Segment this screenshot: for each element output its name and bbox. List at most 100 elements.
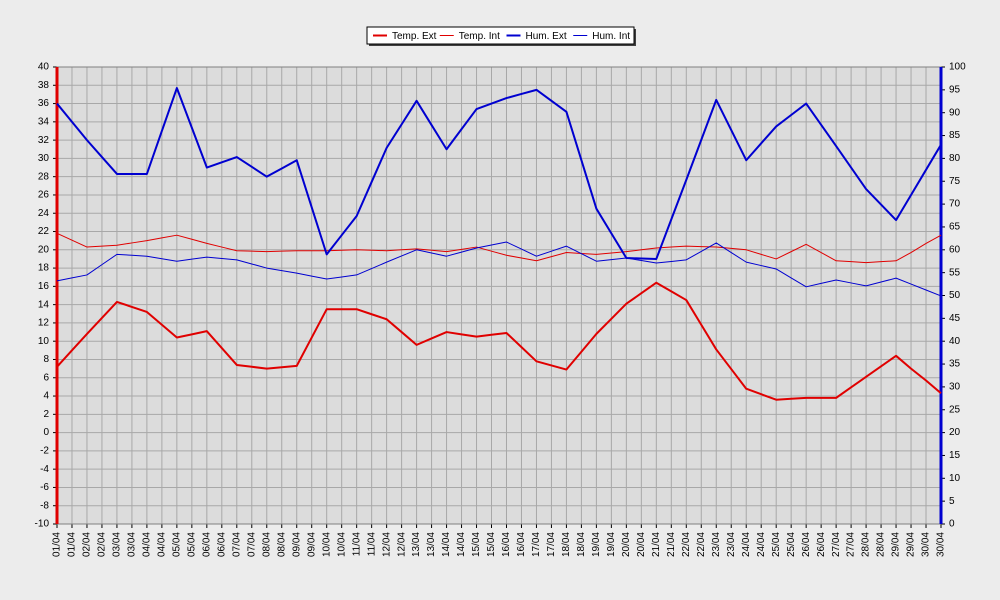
x-tick-label: 09/04 [291,532,302,557]
x-tick-label: 21/04 [666,532,677,557]
x-tick-label: 01/04 [52,532,63,557]
x-tick-label: 02/04 [82,532,93,557]
x-tick-label: 18/04 [576,532,587,557]
x-tick-label: 10/04 [336,532,347,557]
y2-tick-label: 35 [949,359,961,370]
x-tick-label: 01/04 [67,532,78,557]
y-tick-label: 32 [38,135,50,146]
x-tick-label: 26/04 [816,532,827,557]
legend-label: Temp. Int [459,31,500,42]
y2-tick-label: 60 [949,244,961,255]
y-tick-label: 40 [38,62,50,73]
y-tick-label: 4 [43,391,49,402]
y2-tick-label: 15 [949,450,961,461]
legend: Temp. Ext Temp. Int Hum. Ext Hum. Int [366,26,636,46]
x-tick-label: 16/04 [516,532,527,557]
y-tick-label: 16 [38,281,50,292]
y2-tick-label: 95 [949,84,961,95]
x-tick-label: 14/04 [441,532,452,557]
x-tick-label: 15/04 [471,532,482,557]
x-tick-label: 27/04 [831,532,842,557]
y-tick-label: 36 [38,98,50,109]
x-tick-label: 08/04 [261,532,272,557]
x-tick-label: 19/04 [591,532,602,557]
x-tick-label: 25/04 [771,532,782,557]
series-line [56,281,942,401]
y2-tick-label: 5 [949,496,955,507]
x-tick-label: 24/04 [741,532,752,557]
x-tick-label: 18/04 [561,532,572,557]
x-tick-label: 26/04 [801,532,812,557]
y-tick-label: -4 [40,464,49,475]
y-tick-label: 28 [38,171,50,182]
x-tick-label: 04/04 [157,532,168,557]
y-tick-label: 20 [38,244,50,255]
y-tick-label: -10 [35,519,50,530]
x-tick-label: 30/04 [936,532,947,557]
y2-tick-label: 75 [949,176,961,187]
x-tick-label: 27/04 [846,532,857,557]
y2-tick-label: 40 [949,336,961,347]
y-tick-label: 10 [38,336,50,347]
x-tick-label: 07/04 [231,532,242,557]
y-tick-label: 2 [43,409,49,420]
x-tick-label: 16/04 [501,532,512,557]
x-tick-label: 24/04 [756,532,767,557]
y-tick-label: 26 [38,190,50,201]
series-line [56,232,942,264]
x-tick-label: 30/04 [921,532,932,557]
y-tick-label: 34 [38,116,50,127]
y2-tick-label: 55 [949,267,961,278]
series-line [56,241,942,297]
y-tick-label: 12 [38,318,50,329]
x-tick-label: 11/04 [366,532,377,557]
x-tick-label: 17/04 [546,532,557,557]
x-tick-label: 13/04 [411,532,422,557]
y2-tick-label: 80 [949,153,961,164]
x-tick-label: 28/04 [876,532,887,557]
x-tick-label: 22/04 [681,532,692,557]
y-tick-label: 6 [43,372,49,383]
x-tick-label: 28/04 [861,532,872,557]
x-tick-label: 12/04 [396,532,407,557]
x-tick-label: 29/04 [906,532,917,557]
legend-label: Temp. Ext [392,31,437,42]
y-tick-label: 8 [43,354,49,365]
y2-tick-label: 25 [949,404,961,415]
x-tick-label: 04/04 [142,532,153,557]
y2-tick-label: 0 [949,519,955,530]
x-tick-label: 11/04 [351,532,362,557]
y2-tick-label: 30 [949,382,961,393]
x-tick-label: 14/04 [456,532,467,557]
x-tick-label: 02/04 [97,532,108,557]
y-tick-label: 0 [43,427,49,438]
y-tick-label: 38 [38,80,50,91]
x-tick-label: 25/04 [786,532,797,557]
y-tick-label: 22 [38,226,50,237]
x-tick-label: 20/04 [636,532,647,557]
x-tick-label: 12/04 [381,532,392,557]
y2-tick-label: 65 [949,222,961,233]
y-tick-label: 30 [38,153,50,164]
plot-area [57,67,941,524]
x-tick-label: 21/04 [651,532,662,557]
legend-label: Hum. Int [592,31,630,42]
y2-tick-label: 10 [949,473,961,484]
y-tick-label: 24 [38,208,50,219]
y-tick-label: 18 [38,263,50,274]
x-tick-label: 17/04 [531,532,542,557]
x-tick-label: 19/04 [606,532,617,557]
legend-label: Hum. Ext [526,31,567,42]
x-tick-label: 22/04 [696,532,707,557]
x-tick-label: 07/04 [246,532,257,557]
x-tick-label: 15/04 [486,532,497,557]
y-tick-label: -8 [40,500,49,511]
series-line [56,87,942,260]
x-tick-label: 09/04 [306,532,317,557]
x-tick-label: 23/04 [711,532,722,557]
legend-box [366,26,635,45]
y-tick-label: -6 [40,482,49,493]
x-tick-label: 13/04 [426,532,437,557]
